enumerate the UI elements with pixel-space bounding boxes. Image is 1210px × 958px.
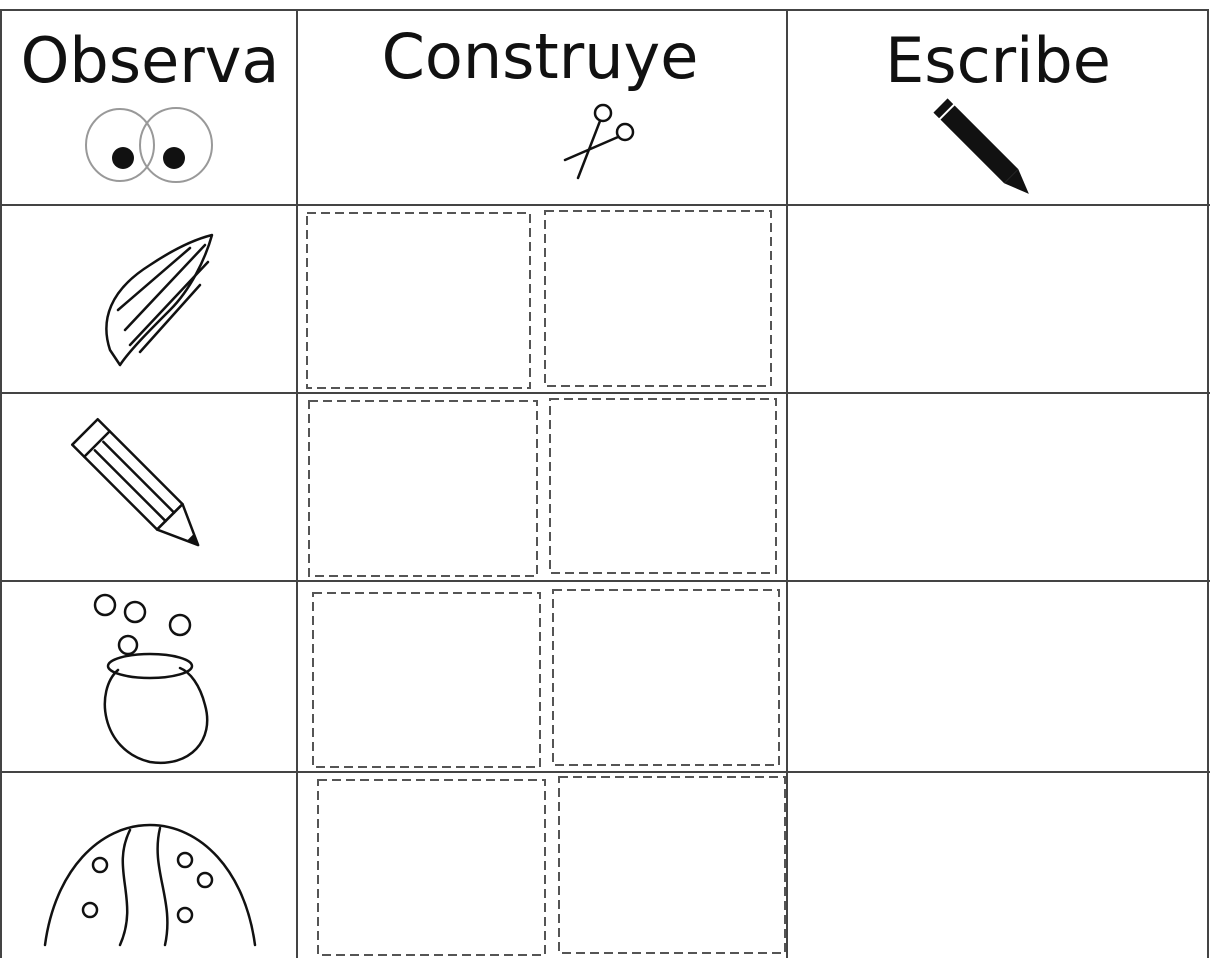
- hill-icon: [43, 823, 257, 947]
- cutout-box: [549, 398, 777, 574]
- cutout-box: [552, 589, 780, 766]
- cutout-box: [306, 212, 531, 389]
- header-escribe: Escribe: [885, 24, 1111, 97]
- eyes-icon: [85, 107, 213, 183]
- cutout-box: [544, 210, 772, 387]
- wing-icon: [105, 233, 214, 367]
- header-construye: Construye: [382, 20, 699, 93]
- pencil-drawing: [70, 417, 200, 547]
- cutout-box: [308, 400, 538, 577]
- table-grid: [0, 9, 1210, 958]
- cutout-box: [558, 776, 786, 954]
- honey-pot-icon: [93, 593, 209, 765]
- cutout-box: [312, 592, 541, 768]
- table-border: [0, 9, 1209, 958]
- pencil-icon: [933, 98, 1029, 194]
- cutout-boxes: [306, 210, 786, 956]
- header-observa: Observa: [21, 24, 280, 97]
- cutout-box: [317, 779, 546, 956]
- scissors-icon: [563, 103, 635, 180]
